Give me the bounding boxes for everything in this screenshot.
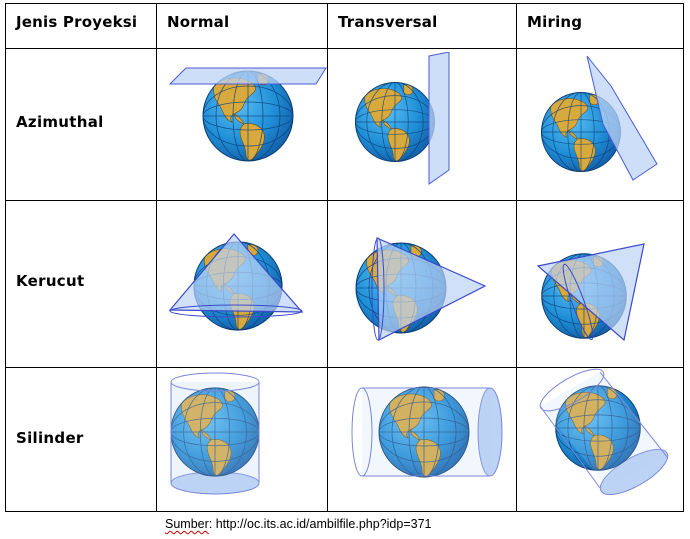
header-cell-miring: Miring xyxy=(516,3,684,49)
row-label-silinder: Silinder xyxy=(16,429,84,447)
source-caption: Sumber: http://oc.its.ac.id/ambilfile.ph… xyxy=(165,517,432,531)
header-label-miring: Miring xyxy=(527,13,583,31)
illus-silinder-miring xyxy=(539,368,669,496)
illus-azimuthal-miring xyxy=(533,55,658,181)
row-label-kerucut: Kerucut xyxy=(16,272,85,290)
header-cell-normal: Normal xyxy=(156,3,328,49)
illus-kerucut-normal xyxy=(168,233,304,342)
illus-azimuthal-transversal xyxy=(345,52,450,185)
illus-azimuthal-normal xyxy=(168,67,327,162)
illus-silinder-transversal xyxy=(351,382,503,487)
header-cell-transversal: Transversal xyxy=(327,3,517,49)
header-label-transversal: Transversal xyxy=(338,13,438,31)
header-cell-type: Jenis Proyeksi xyxy=(5,3,157,49)
header-label-normal: Normal xyxy=(167,13,230,31)
row-label-azimuthal: Azimuthal xyxy=(16,113,104,131)
header-label-type: Jenis Proyeksi xyxy=(16,13,138,31)
row-cell-azimuthal: Azimuthal xyxy=(5,48,157,201)
caption-prefix: Sumber xyxy=(165,517,209,531)
caption-text: : http://oc.its.ac.id/ambilfile.php?idp=… xyxy=(208,517,432,531)
row-cell-silinder: Silinder xyxy=(5,367,157,512)
illus-kerucut-miring xyxy=(536,243,645,342)
illus-silinder-normal xyxy=(167,372,267,495)
row-cell-kerucut: Kerucut xyxy=(5,200,157,368)
illus-kerucut-transversal xyxy=(345,237,487,341)
